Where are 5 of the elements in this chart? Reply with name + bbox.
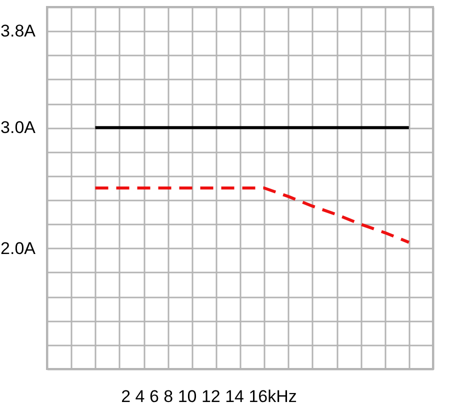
x-axis-title: 2 4 6 8 10 12 14 16kHz — [121, 387, 297, 406]
y-tick-label: 3.0A — [0, 118, 36, 138]
y-tick-label: 3.8A — [0, 22, 36, 41]
y-tick-label: 2.0A — [0, 238, 36, 258]
line-series — [94, 186, 410, 244]
